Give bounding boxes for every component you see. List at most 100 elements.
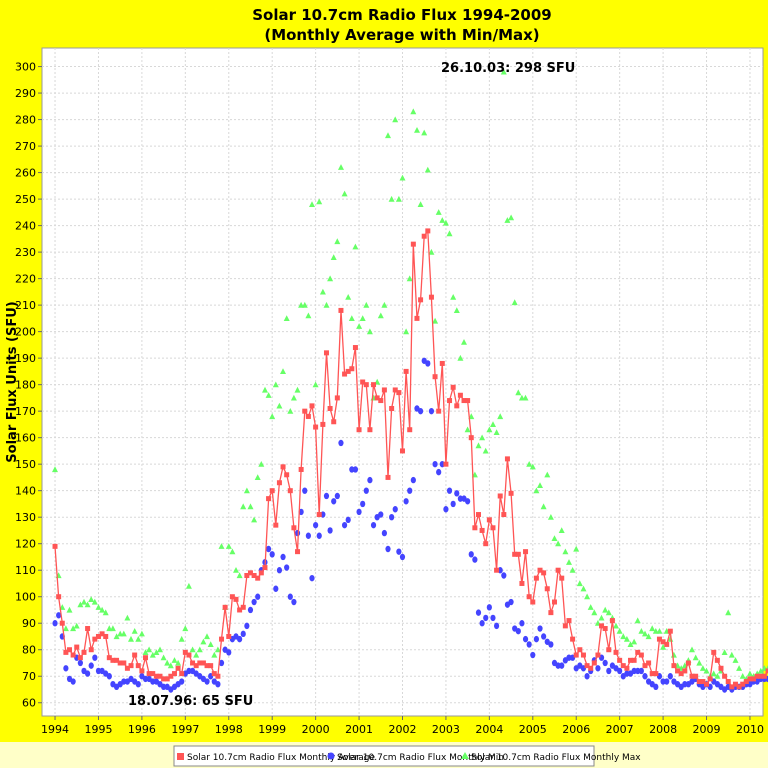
average-point [143, 655, 149, 661]
average-point [624, 665, 630, 671]
average-point [461, 398, 467, 404]
min-point [490, 614, 496, 622]
max-point [240, 503, 247, 510]
average-point [135, 663, 141, 669]
x-tick-label: 1998 [215, 723, 243, 736]
min-point [653, 683, 659, 691]
average-point [432, 374, 438, 380]
average-point [573, 652, 579, 658]
average-point [323, 350, 329, 356]
max-point [138, 630, 145, 637]
average-point [67, 647, 73, 653]
min-point [541, 633, 547, 640]
average-point [276, 480, 282, 486]
average-point [497, 493, 503, 499]
max-point [135, 635, 142, 642]
max-point [323, 301, 330, 308]
average-point [580, 652, 586, 658]
max-point [142, 649, 149, 655]
average-point [740, 681, 746, 687]
min-point [472, 556, 478, 563]
average-point [378, 398, 384, 404]
average-point [548, 610, 554, 616]
max-point [725, 609, 732, 616]
average-point [367, 427, 373, 433]
average-point [613, 649, 619, 655]
average-point [443, 461, 449, 467]
max-point [128, 635, 134, 642]
average-point [714, 657, 720, 663]
y-tick-label: 300 [15, 61, 36, 74]
x-tick-label: 2009 [693, 723, 721, 736]
x-tick-label: 2000 [302, 723, 330, 736]
max-point [283, 315, 290, 321]
min-point [291, 598, 297, 606]
max-point [493, 429, 500, 435]
min-point [617, 667, 623, 675]
average-point [247, 570, 253, 576]
max-point [732, 657, 739, 663]
axes: 60 70 80 90 100 110 120 130 140 150 160 170 180 190 20… [15, 61, 764, 736]
average-point [551, 599, 557, 605]
average-point [704, 681, 710, 687]
max-point [410, 108, 417, 115]
max-point [696, 659, 703, 666]
min-point [356, 508, 362, 516]
max-point [258, 461, 265, 467]
average-point [124, 665, 130, 671]
max-point [736, 665, 743, 671]
max-point [77, 601, 84, 608]
average-point [447, 398, 453, 404]
min-point [88, 662, 94, 669]
average-point [313, 424, 319, 430]
legend-label-min: Solar 10.7cm Radio Flux Monthly Min [337, 753, 504, 763]
max-point [580, 585, 587, 592]
min-point [352, 466, 359, 473]
average-point [266, 496, 272, 502]
average-point [287, 488, 293, 494]
y-tick-label: 120 [15, 538, 36, 551]
y-tick-label: 170 [15, 405, 36, 418]
min-point [399, 553, 406, 561]
max-point [388, 195, 395, 202]
max-point [728, 651, 735, 658]
average-point [523, 549, 529, 555]
min-point [407, 487, 413, 494]
average-point [345, 368, 351, 374]
x-tick-label: 1999 [258, 723, 286, 736]
min-point [302, 487, 308, 494]
average-point [685, 660, 691, 666]
min-point [186, 667, 192, 675]
min-point [63, 665, 69, 672]
max-point [569, 567, 576, 573]
average-point [59, 620, 65, 626]
average-point [63, 649, 69, 655]
average-point [117, 660, 123, 666]
max-point [312, 381, 319, 388]
x-tick-label: 1996 [128, 723, 156, 736]
max-point [399, 174, 406, 181]
max-point [739, 673, 746, 679]
min-point [121, 678, 127, 685]
min-point [396, 548, 402, 555]
max-point [627, 641, 634, 647]
grid [42, 48, 763, 716]
max-point [84, 601, 91, 608]
min-point [454, 490, 460, 497]
min-point [465, 498, 471, 505]
y-tick-label: 250 [15, 193, 36, 206]
max-point [62, 625, 69, 632]
average-point [381, 387, 387, 393]
average-point [88, 647, 94, 653]
average-point [617, 657, 623, 663]
average-point [649, 671, 655, 677]
average-point [414, 315, 420, 321]
min-point [345, 516, 351, 524]
max-point [645, 633, 652, 640]
average-point [95, 633, 101, 639]
max-point [544, 471, 551, 478]
y-tick-label: 260 [15, 167, 36, 180]
max-point [385, 132, 391, 139]
min-point [428, 407, 435, 415]
min-point [305, 532, 311, 539]
